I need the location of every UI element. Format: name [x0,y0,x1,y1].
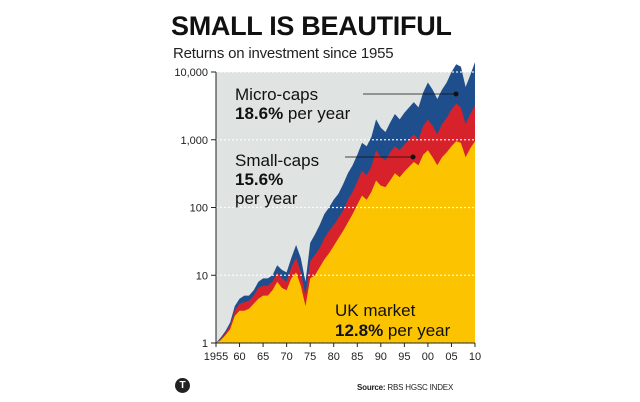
x-tick-label: 90 [375,351,387,363]
x-tick-label: 60 [233,351,245,363]
small-caps-rate-suffix: per year [235,189,298,208]
micro-caps-rate-suffix: per year [283,104,350,123]
chart-title: SMALL IS BEAUTIFUL [171,11,452,41]
uk-market-rate-line: 12.8% per year [335,321,451,340]
x-tick-label: 1955 [204,351,228,363]
x-tick-label: 75 [304,351,316,363]
x-tick-label: 65 [257,351,269,363]
uk-market-rate-suffix: per year [383,321,450,340]
small-caps-rate: 15.6% [235,170,283,189]
micro-caps-leader-dot [453,91,459,97]
y-tick-label: 10,000 [174,67,208,79]
chart-subtitle: Returns on investment since 1955 [173,45,394,62]
uk-market-rate: 12.8% [335,321,383,340]
uk-market-area [216,141,475,343]
source-text: RBS HGSC INDEX [387,383,454,392]
micro-caps-label: Micro-caps [235,85,318,104]
small-caps-label: Small-caps [235,151,319,170]
x-tick-label: 80 [328,351,340,363]
x-tick-label: 70 [281,351,293,363]
x-tick-label: 05 [445,351,457,363]
x-tick-label: 10 [469,351,481,363]
source-label: Source: [357,383,386,392]
x-tick-label: 85 [351,351,363,363]
y-tick-label: 10 [196,270,208,282]
y-tick-label: 1,000 [180,135,208,147]
y-tick-label: 1 [202,338,208,350]
micro-caps-rate: 18.6% [235,104,283,123]
small-caps-leader-dot [410,154,416,160]
x-tick-label: 95 [398,351,410,363]
micro-caps-rate-line: 18.6% per year [235,104,351,123]
source-note: Source: RBS HGSC INDEX [357,383,453,392]
y-tick-label: 100 [190,203,208,215]
chart-card: SMALL IS BEAUTIFUL Returns on investment… [5,5,635,397]
x-tick-label: 00 [422,351,434,363]
publisher-logo-icon: T [175,378,190,393]
uk-market-label: UK market [335,301,416,320]
chart-canvas: 1 10 100 1,000 10,000 1955 60 65 70 75 80 85 90 95 00 0… [174,62,481,363]
